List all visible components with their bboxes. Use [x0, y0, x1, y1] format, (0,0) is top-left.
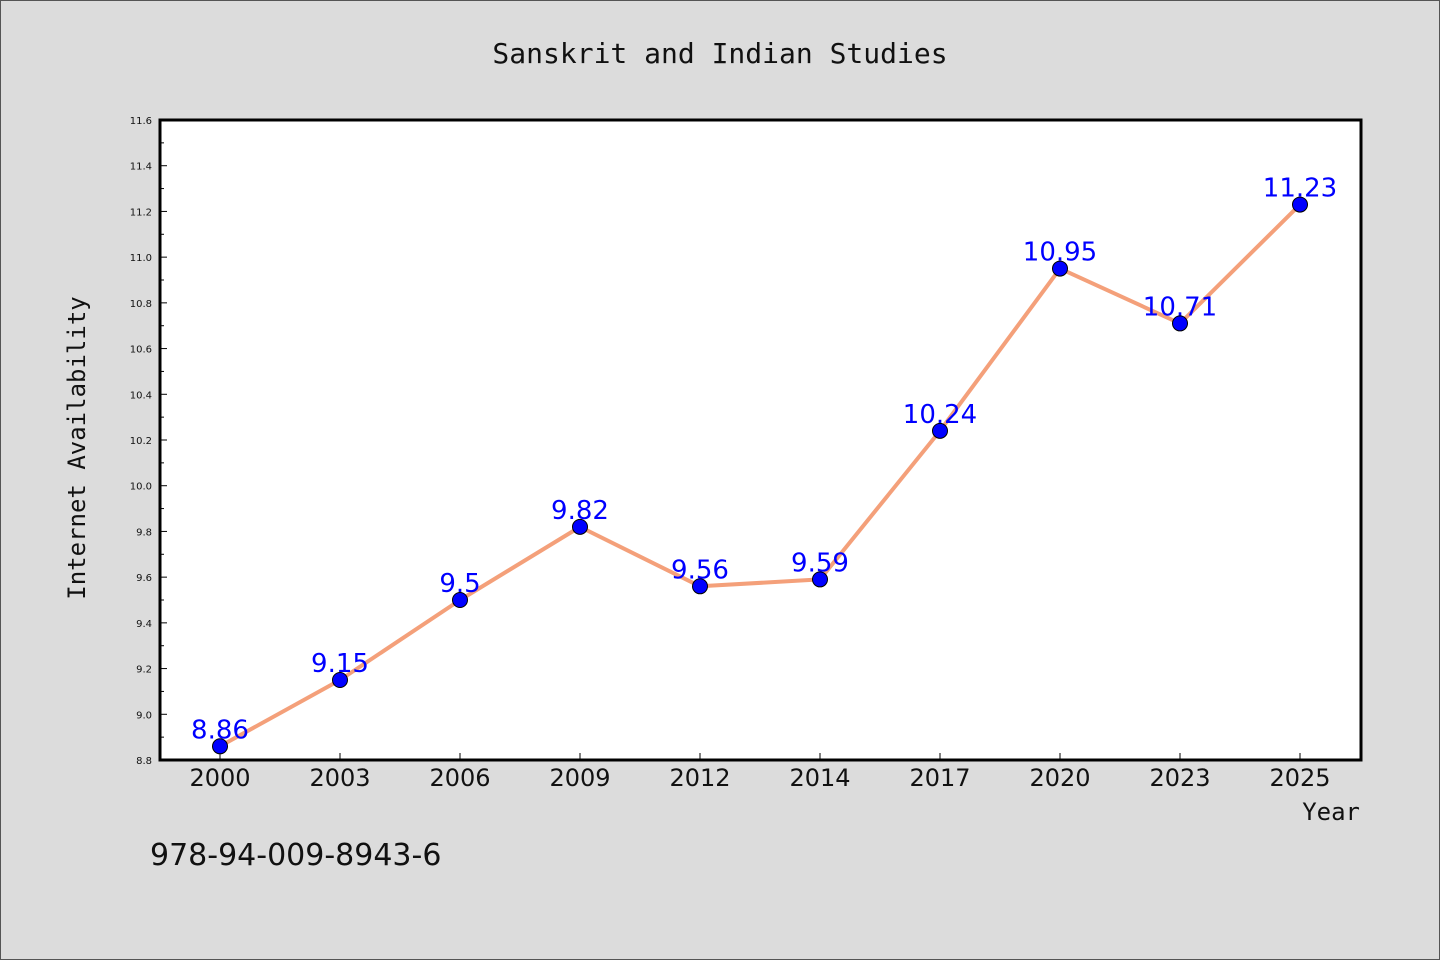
data-point: [572, 518, 588, 535]
y-axis-label: Internet Availability: [63, 296, 91, 599]
data-point: [332, 672, 348, 688]
data-label: 9.15: [311, 649, 369, 679]
y-tick-label: 9.2: [136, 665, 152, 676]
y-tick-label: 9.8: [136, 527, 152, 538]
data-point: [1292, 196, 1308, 213]
y-tick-label: 10.6: [130, 345, 152, 356]
data-point: [812, 571, 828, 588]
data-label: 9.82: [551, 496, 609, 526]
y-tick-label: 10.0: [130, 482, 152, 493]
x-tick-label: 2023: [1149, 764, 1210, 792]
data-label: 8.86: [191, 715, 249, 745]
y-tick-label: 10.2: [130, 436, 152, 447]
x-tick-label: 2006: [429, 764, 490, 792]
y-tick-label: 9.4: [136, 619, 152, 630]
y-tick-label: 11.0: [130, 253, 152, 264]
x-tick-label: 2025: [1269, 764, 1330, 792]
y-tick-label: 11.2: [130, 207, 152, 218]
y-tick-label: 9.6: [136, 573, 152, 584]
data-point: [1052, 260, 1068, 277]
data-label: 10.71: [1143, 292, 1217, 322]
y-tick-label: 11.4: [130, 162, 152, 173]
x-tick-label: 2000: [189, 764, 250, 792]
data-point: [212, 738, 228, 755]
data-point: [692, 578, 708, 595]
x-tick-label: 2009: [549, 764, 610, 792]
plot-area: [158, 118, 1363, 762]
x-tick-label: 2014: [789, 764, 850, 792]
y-tick-label: 8.8: [136, 756, 152, 767]
y-tick-label: 9.0: [136, 710, 152, 721]
data-point: [452, 592, 468, 608]
series-line: [219, 203, 1302, 749]
data-labels-group: 8.86 9.15 9.5 9.82 9.56 9.59 10.24 10.95 10.71 11…: [191, 174, 1337, 746]
y-tick-label: 10.4: [130, 390, 152, 401]
data-label: 11.23: [1263, 174, 1337, 204]
series-line-group: [212, 196, 1308, 755]
isbn-footer: 978-94-009-8943-6: [150, 838, 441, 873]
data-point: [932, 422, 948, 439]
data-label: 9.5: [439, 569, 480, 599]
x-tick-label: 2020: [1029, 764, 1090, 792]
y-axis-ticks: 8.8 9.0 9.2 9.4 9.6 9.8 10.0 10.2 10.4 10.6 10.8 11…: [130, 116, 167, 767]
data-label: 10.24: [903, 400, 977, 430]
y-tick-label: 10.8: [130, 299, 152, 310]
x-tick-label: 2003: [309, 764, 370, 792]
y-tick-label: 11.6: [130, 116, 152, 127]
x-tick-label: 2017: [909, 764, 970, 792]
data-label: 10.95: [1023, 238, 1097, 268]
data-label: 9.56: [671, 555, 729, 585]
x-tick-label: 2012: [669, 764, 730, 792]
x-axis-label: Year: [1302, 798, 1360, 826]
chart-title: Sanskrit and Indian Studies: [492, 37, 947, 70]
x-axis-ticks: 2000 2003 2006 2009 2012 2014 2017 2020 2023 2025: [189, 753, 1331, 792]
data-label: 9.59: [791, 548, 849, 578]
data-point: [1172, 315, 1188, 332]
